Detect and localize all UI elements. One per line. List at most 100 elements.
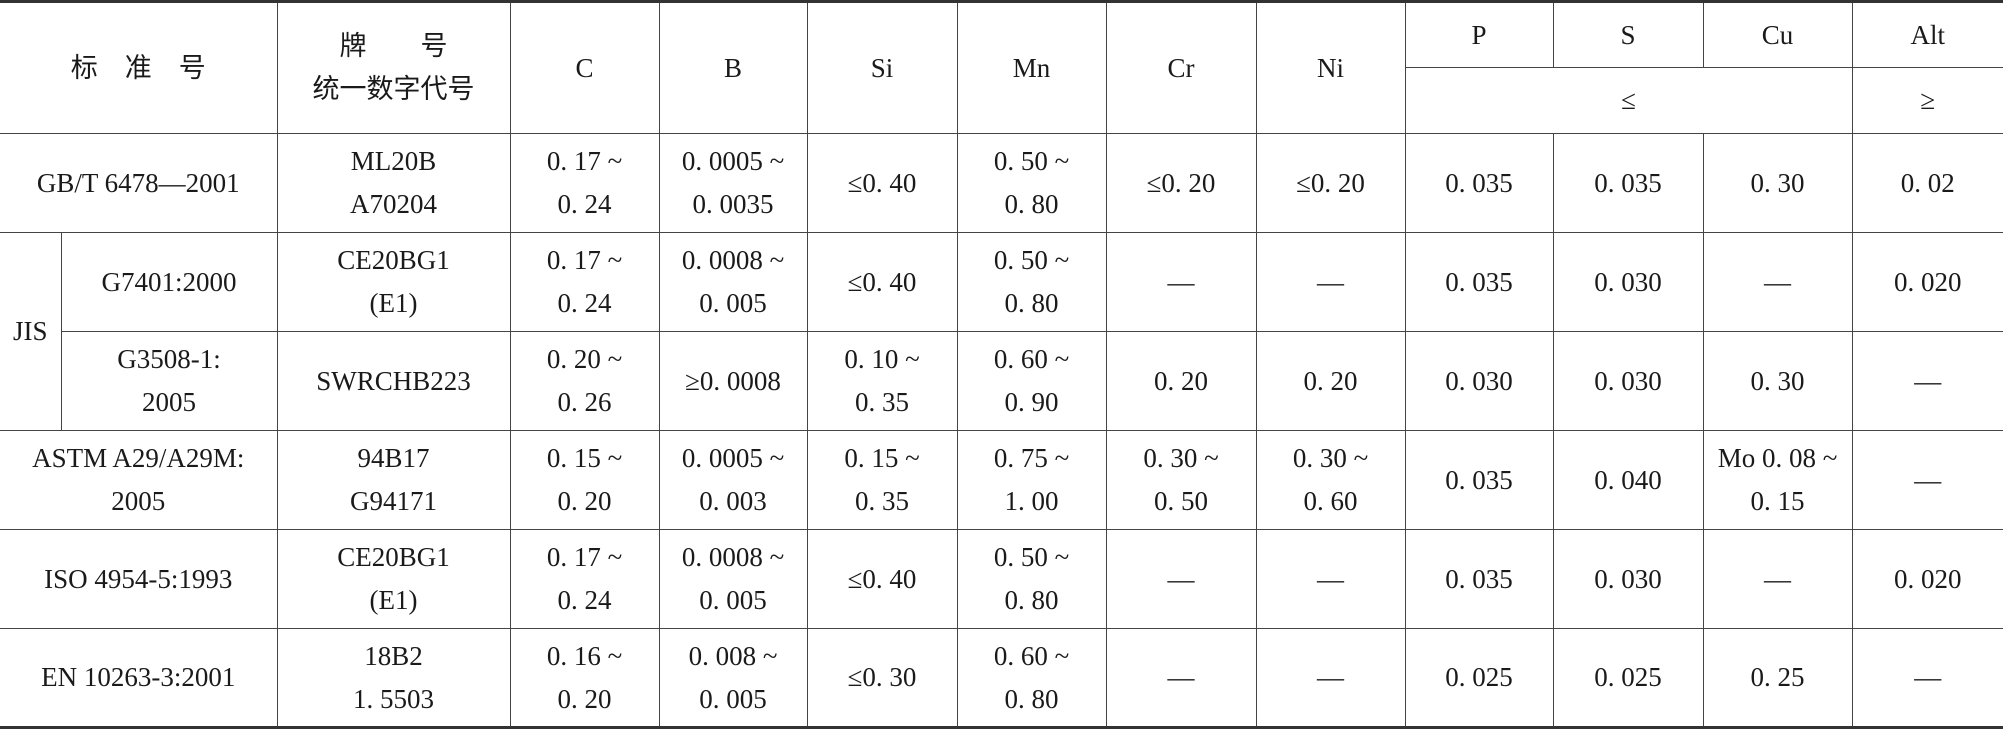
cell-line: 0. 60 ~ (993, 640, 1070, 671)
value-cell: 0. 035 (1404, 232, 1554, 332)
header-cell: C (509, 1, 660, 134)
value-cell: — (1851, 628, 2003, 728)
cell-line: SWRCHB223 (316, 365, 471, 396)
cell-line: ISO 4954-5:1993 (44, 563, 233, 594)
cell-line: G7401:2000 (101, 266, 237, 297)
value-cell: 0. 030 (1404, 331, 1554, 431)
cell-line: ≤0. 40 (847, 266, 917, 297)
value-cell: 0. 30 ~ 0. 60 (1255, 430, 1406, 530)
value-cell: Mo 0. 08 ~ 0. 15 (1702, 430, 1853, 530)
cell-line: 0. 030 (1594, 563, 1662, 594)
value-cell: — (1255, 232, 1406, 332)
cell-line: 0. 15 ~ (844, 443, 920, 473)
cell-line: 0. 035 (1445, 563, 1513, 594)
cell-line: 统一数字代号 (312, 74, 475, 104)
cell-line: — (1167, 662, 1195, 692)
header-cell: Ni (1255, 1, 1406, 134)
cell-line: 0. 02 (1900, 167, 1955, 198)
cell-line: 0. 26 (557, 387, 612, 417)
cell-line: 0. 020 (1894, 266, 1962, 297)
value-cell: 0. 50 ~ 0. 80 (956, 133, 1107, 233)
cell-line: — (1167, 266, 1195, 297)
header-cell: P (1404, 1, 1554, 68)
cell-line: ML20B (350, 146, 437, 176)
cell-line: A70204 (350, 189, 437, 219)
cell-line: G94171 (350, 486, 437, 516)
cell-line: (E1) (369, 288, 418, 318)
cell-line: 0. 50 ~ (993, 542, 1070, 572)
value-cell: 0. 020 (1851, 529, 2003, 629)
cell-line: 0. 025 (1445, 662, 1513, 692)
grade-cell: ML20B A70204 (276, 133, 511, 233)
value-cell: ≤0. 20 (1255, 133, 1406, 233)
cell-line: 0. 035 (1445, 266, 1513, 297)
data-row: JIS G7401:2000 CE20BG1 (E1) 0. 17 ~ 0. 24 0. 0… (0, 232, 2003, 431)
value-cell: 0. 60 ~ 0. 90 (956, 331, 1107, 431)
cell-line: 0. 50 ~ (993, 146, 1070, 176)
value-cell: ≥0. 0008 (658, 331, 808, 431)
cell-line: 0. 20 (557, 683, 612, 714)
cell-line: ≥0. 0008 (685, 365, 781, 396)
value-cell: 0. 0008 ~ 0. 005 (658, 529, 808, 629)
value-cell: 0. 0005 ~ 0. 0035 (658, 133, 808, 233)
value-cell: 0. 030 (1552, 529, 1704, 629)
data-row: ISO 4954-5:1993 CE20BG1 (E1) 0. 17 ~0. 24 0.… (0, 529, 2003, 629)
cell-line: 0. 17 ~ (546, 146, 623, 176)
data-row: EN 10263-3:2001 18B2 1. 5503 0. 16 ~0. 20 0.… (0, 628, 2003, 728)
cell-line: — (1914, 662, 1942, 692)
grade-cell: CE20BG1 (E1) (276, 232, 511, 332)
cell-line: 0. 30 ~ (1143, 443, 1219, 473)
cell-line: Mo 0. 08 ~ (1717, 443, 1838, 473)
value-cell: 0. 25 (1702, 628, 1853, 728)
cell-line: 0. 035 (1445, 167, 1513, 198)
group-cell: JIS (0, 232, 62, 431)
header-cell: Si (806, 1, 958, 134)
cell-line: 0. 17 ~ (546, 245, 623, 275)
cell-line: 0. 24 (557, 585, 612, 615)
value-cell: 0. 030 (1552, 232, 1704, 332)
value-cell: — (1255, 628, 1406, 728)
value-cell: 0. 15 ~ 0. 20 (509, 430, 660, 530)
cell-line: — (1764, 563, 1791, 594)
grade-cell: CE20BG1 (E1) (276, 529, 511, 629)
value-cell: — (1105, 628, 1257, 728)
cell-line: 0. 035 (1445, 464, 1513, 495)
cell-line: 0. 0008 ~ (681, 245, 785, 275)
cell-line: 0. 003 (699, 486, 767, 516)
cell-line: 0. 80 (1004, 288, 1059, 318)
cell-line: 0. 0035 (692, 189, 774, 219)
value-cell: 0. 30 ~ 0. 50 (1105, 430, 1257, 530)
header-cell: Mn (956, 1, 1107, 134)
cell-line: 0. 005 (699, 585, 767, 615)
cell-line: 0. 75 ~ (993, 443, 1070, 473)
cell-line: 0. 24 (557, 288, 612, 318)
value-cell: 0. 025 (1552, 628, 1704, 728)
cell-line: — (1317, 563, 1344, 594)
value-cell: 0. 035 (1404, 133, 1554, 233)
value-cell: — (1255, 529, 1406, 629)
cell-line: ≤0. 40 (847, 563, 917, 594)
cell-line: 0. 15 ~ (546, 443, 623, 473)
cell-line: 0. 20 (1154, 365, 1208, 396)
cell-line: 0. 005 (699, 683, 767, 714)
cell-line: 0. 30 (1750, 167, 1805, 198)
value-cell: 0. 60 ~ 0. 80 (956, 628, 1107, 728)
value-cell: — (1105, 232, 1257, 332)
value-cell: — (1851, 331, 2003, 431)
cell-line: — (1914, 365, 1942, 396)
cell-line: 0. 80 (1004, 585, 1059, 615)
grade-cell: SWRCHB223 (276, 331, 511, 431)
value-cell: ≤0. 20 (1105, 133, 1257, 233)
cell-line: CE20BG1 (337, 245, 450, 275)
cell-line: 0. 035 (1594, 167, 1662, 198)
cell-line: 0. 50 ~ (993, 245, 1070, 275)
cell-line: 18B2 (364, 640, 423, 671)
value-cell: 0. 17 ~ 0. 24 (509, 529, 660, 629)
cell-line: 0. 008 ~ (688, 640, 778, 671)
value-cell: 0. 15 ~ 0. 35 (806, 430, 958, 530)
cell-line: 0. 030 (1594, 365, 1662, 396)
value-cell: 0. 20 ~ 0. 26 (509, 331, 660, 431)
cell-line: 0. 25 (1750, 662, 1805, 692)
standard-cell: G7401:2000 (60, 232, 278, 332)
